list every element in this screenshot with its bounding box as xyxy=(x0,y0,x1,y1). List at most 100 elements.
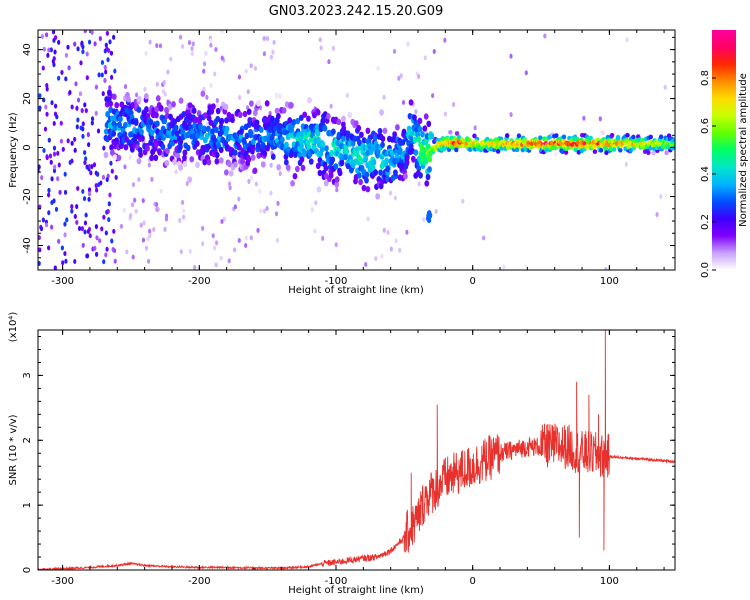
colorbar-tick-label: 0.0 xyxy=(700,262,711,278)
spectrogram-cell xyxy=(228,185,232,191)
spectrogram-cell xyxy=(45,155,49,161)
spectrogram-cell xyxy=(364,171,370,178)
spectrogram-cell xyxy=(417,73,421,79)
spectrogram-y-label: Frequency (Hz) xyxy=(8,112,19,188)
spectrogram-cell xyxy=(75,204,79,210)
spectrogram-cell xyxy=(85,75,89,81)
spectrogram-cell xyxy=(359,131,364,138)
spectrogram-cell xyxy=(371,159,377,166)
spectrogram-cell xyxy=(152,227,156,233)
spectrogram-cell xyxy=(171,101,176,108)
spectrogram-cell xyxy=(63,171,67,177)
spectrogram-cells xyxy=(38,30,675,270)
spectrogram-cell xyxy=(81,126,85,132)
spectrogram-cell xyxy=(57,238,61,244)
spectrogram-cell xyxy=(109,115,115,122)
spectrogram-cell xyxy=(602,145,608,151)
spectrogram-cell xyxy=(388,190,393,196)
spectrogram-cell xyxy=(406,41,410,47)
spectrogram-cell xyxy=(97,72,101,78)
spectrogram-cell xyxy=(130,202,135,208)
spectrogram-cell xyxy=(209,38,213,44)
spectrogram-cell xyxy=(81,121,85,127)
spectrogram-cell xyxy=(363,156,368,163)
spectrogram-cell xyxy=(47,245,51,251)
spectrogram-cell xyxy=(375,148,381,156)
spectrogram-cell xyxy=(41,65,45,71)
spectrogram-cell xyxy=(145,145,150,152)
spectrogram-cell xyxy=(136,157,142,165)
spectrogram-cell xyxy=(203,61,207,67)
spectrogram-cell xyxy=(107,217,111,223)
spectrogram-cell xyxy=(345,93,350,99)
spectrogram-cell xyxy=(49,159,53,165)
spectrogram-cell xyxy=(94,110,98,116)
spectrogram-cell xyxy=(353,178,358,185)
spectrogram-cell xyxy=(393,195,397,201)
spectrogram-cell xyxy=(365,127,371,134)
spectrogram-cell xyxy=(73,41,77,47)
spectrogram-cell xyxy=(588,135,593,141)
spectrogram-cell xyxy=(94,84,99,90)
spectrogram-cell xyxy=(52,168,57,174)
spectrogram-cell xyxy=(73,213,77,219)
spectrogram-cell xyxy=(321,235,325,241)
spectrogram-cell xyxy=(412,136,418,144)
spectrogram-cell xyxy=(150,176,154,182)
spectrogram-cell xyxy=(403,163,409,170)
spectrogram-cell xyxy=(443,37,447,43)
spectrogram-cell xyxy=(358,178,363,186)
spectrogram-cell xyxy=(46,52,50,58)
spectrogram-cell xyxy=(320,141,326,148)
spectrogram-cell xyxy=(262,208,267,214)
spectrogram-cell xyxy=(283,153,289,160)
spectrogram-cell xyxy=(350,140,356,147)
spectrogram-cell xyxy=(70,158,74,164)
spectrogram-cell xyxy=(41,217,45,223)
spectrogram-cell xyxy=(94,224,99,230)
spectrogram-cell xyxy=(63,221,67,227)
spectrogram-cell xyxy=(299,142,304,150)
spectrogram-cell xyxy=(148,228,152,234)
spectrogram-cell xyxy=(436,153,442,158)
spectrogram-y-tick-label: -40 xyxy=(22,237,33,253)
spectrogram-cell xyxy=(285,164,291,171)
spectrogram-cell xyxy=(416,165,422,172)
spectrogram-cell xyxy=(287,117,293,124)
spectrogram-cell xyxy=(38,164,41,170)
spectrogram-cell xyxy=(189,156,195,163)
spectrogram-cell xyxy=(209,42,213,48)
spectrogram-cell xyxy=(631,134,636,140)
spectrogram-cell xyxy=(521,138,527,144)
spectrogram-cell xyxy=(83,150,87,156)
spectrogram-cell xyxy=(155,95,161,102)
spectrogram-cell xyxy=(314,200,318,206)
spectrogram-x-tick-label: -100 xyxy=(325,276,348,287)
spectrogram-cell xyxy=(313,228,317,234)
spectrogram-cell xyxy=(105,111,111,118)
colorbar-ticks: 0.0 0.2 0.4 0.6 0.8 xyxy=(700,70,716,278)
spectrogram-cell xyxy=(427,156,433,163)
spectrogram-cell xyxy=(181,208,186,214)
spectrogram-cell xyxy=(213,245,217,251)
spectrogram-cell xyxy=(82,196,87,202)
spectrogram-cell xyxy=(96,171,100,177)
spectrogram-cell xyxy=(81,242,85,248)
spectrogram-cell xyxy=(298,114,304,121)
spectrogram-cell xyxy=(389,246,393,252)
spectrogram-cell xyxy=(412,114,417,121)
spectrogram-cell xyxy=(215,107,221,115)
spectrogram-cell xyxy=(509,112,513,118)
spectrogram-cell xyxy=(133,197,137,203)
spectrogram-cell xyxy=(252,167,258,174)
spectrogram-cell xyxy=(173,124,179,131)
spectrogram-cell xyxy=(84,156,88,162)
spectrogram-cell xyxy=(75,105,79,111)
spectrogram-cell xyxy=(213,71,217,77)
spectrogram-cell xyxy=(110,238,114,244)
spectrogram-cell xyxy=(240,158,246,165)
spectrogram-cell xyxy=(334,242,338,248)
spectrogram-cell xyxy=(359,158,365,165)
spectrogram-cell xyxy=(169,56,173,62)
